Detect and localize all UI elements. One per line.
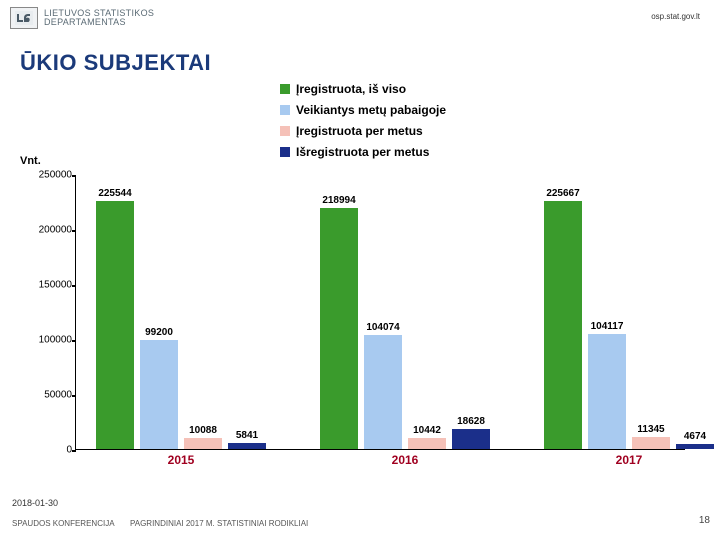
footer-conference: SPAUDOS KONFERENCIJA: [12, 519, 115, 528]
chart-bar: [544, 201, 582, 449]
y-tick-label: 200000: [39, 225, 76, 236]
bar-value-label: 4674: [684, 431, 706, 442]
footer-date: 2018-01-30: [12, 498, 58, 508]
y-axis-label: Vnt.: [20, 155, 41, 167]
bar-value-label: 225544: [98, 188, 131, 199]
legend-swatch: [280, 105, 290, 115]
legend-swatch: [280, 126, 290, 136]
chart-bar: [96, 201, 134, 449]
footer-page-number: 18: [699, 515, 710, 526]
bar-value-label: 104117: [591, 321, 624, 332]
legend-label: Įregistruota per metus: [296, 124, 423, 138]
bar-value-label: 10442: [413, 425, 441, 436]
y-tick-mark: [72, 340, 76, 342]
chart-bar: [588, 334, 626, 449]
x-category-label: 2016: [392, 449, 419, 467]
page-title: ŪKIO SUBJEKTAI: [20, 50, 211, 76]
header-url: osp.stat.gov.lt: [651, 12, 700, 21]
legend-item: Įregistruota per metus: [280, 124, 446, 138]
x-category-label: 2015: [168, 449, 195, 467]
bar-value-label: 5841: [236, 430, 258, 441]
bar-value-label: 10088: [189, 425, 217, 436]
y-tick-mark: [72, 230, 76, 232]
legend-swatch: [280, 84, 290, 94]
y-tick-label: 250000: [39, 170, 76, 181]
chart-bar: [632, 437, 670, 449]
y-tick-mark: [72, 175, 76, 177]
header-bar: LIETUVOS STATISTIKOS DEPARTAMENTAS osp.s…: [10, 4, 710, 32]
y-tick-mark: [72, 395, 76, 397]
footer-subtitle: PAGRINDINIAI 2017 M. STATISTINIAI RODIKL…: [130, 519, 308, 528]
chart-plot-area: 0500001000001500002000002500002015225544…: [75, 175, 685, 450]
chart-bar: [228, 443, 266, 449]
legend-item: Išregistruota per metus: [280, 145, 446, 159]
y-tick-label: 100000: [39, 335, 76, 346]
brand-text: LIETUVOS STATISTIKOS DEPARTAMENTAS: [44, 9, 154, 28]
y-tick-mark: [72, 285, 76, 287]
chart-bar: [184, 438, 222, 449]
bar-value-label: 225667: [546, 188, 579, 199]
bar-value-label: 99200: [145, 327, 173, 338]
brand-line2: DEPARTAMENTAS: [44, 18, 154, 27]
y-tick-mark: [72, 450, 76, 452]
chart-bar: [320, 208, 358, 449]
logo-svg: [15, 11, 33, 25]
chart-bar: [676, 444, 714, 449]
bar-chart: Vnt. 05000010000015000020000025000020152…: [20, 175, 700, 475]
legend-label: Veikiantys metų pabaigoje: [296, 103, 446, 117]
legend-label: Įregistruota, iš viso: [296, 82, 406, 96]
bar-value-label: 218994: [322, 195, 355, 206]
legend-item: Įregistruota, iš viso: [280, 82, 446, 96]
x-category-label: 2017: [616, 449, 643, 467]
logo-mark: [10, 7, 38, 29]
chart-bar: [140, 340, 178, 449]
legend-item: Veikiantys metų pabaigoje: [280, 103, 446, 117]
chart-bar: [364, 335, 402, 449]
y-tick-label: 150000: [39, 280, 76, 291]
bar-value-label: 11345: [637, 424, 664, 435]
legend-label: Išregistruota per metus: [296, 145, 429, 159]
chart-legend: Įregistruota, iš viso Veikiantys metų pab…: [280, 82, 446, 166]
chart-bar: [408, 438, 446, 449]
bar-value-label: 104074: [366, 322, 399, 333]
legend-swatch: [280, 147, 290, 157]
footer: 2018-01-30 SPAUDOS KONFERENCIJA PAGRINDI…: [0, 490, 720, 540]
bar-value-label: 18628: [457, 416, 485, 427]
chart-bar: [452, 429, 490, 449]
